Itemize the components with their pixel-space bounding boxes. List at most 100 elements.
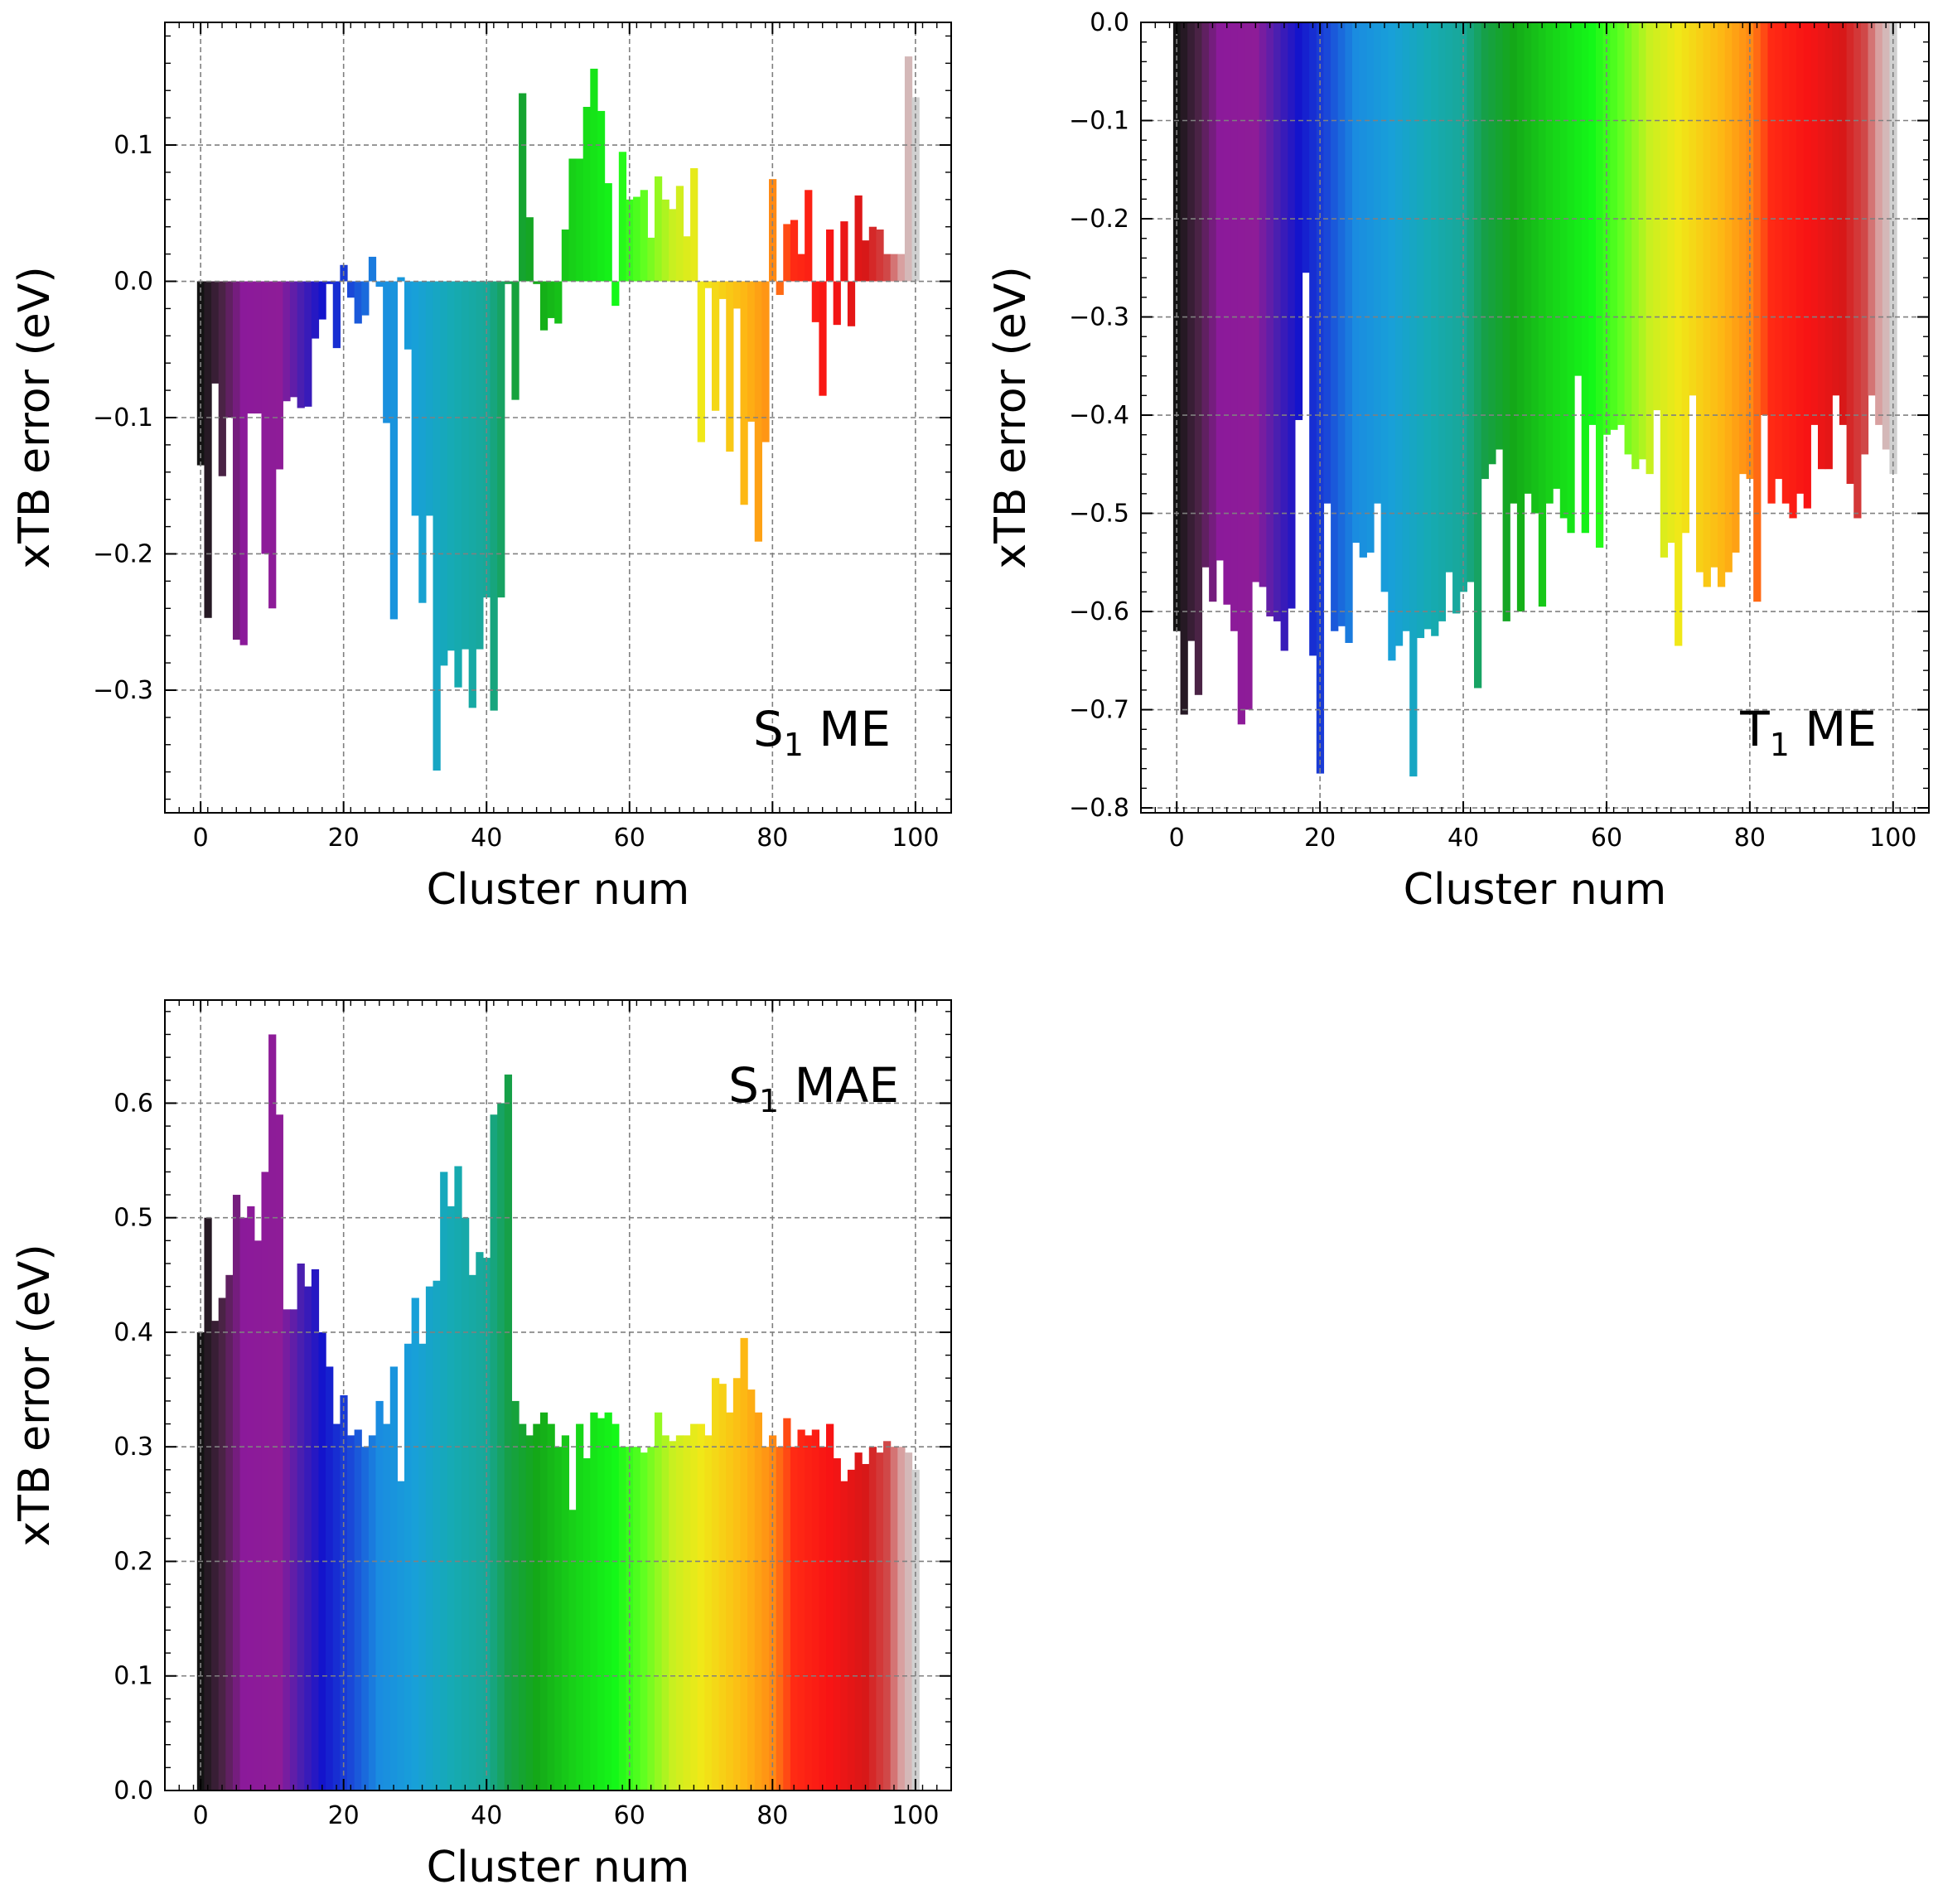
y-tick-label-7: −0.1 [1069, 107, 1129, 136]
x-axis-label: Cluster num [427, 865, 690, 915]
bar-44 [1488, 22, 1496, 465]
bar-68 [683, 1435, 691, 1790]
bar-84 [797, 254, 805, 282]
bar-51 [561, 1435, 570, 1790]
bar-71 [1681, 22, 1689, 534]
bar-21 [347, 1435, 355, 1790]
bar-96 [1860, 22, 1869, 455]
bar-37 [1438, 22, 1447, 621]
bar-10 [268, 281, 277, 609]
y-tick-label-2: 0.2 [114, 1547, 153, 1576]
bar-73 [718, 281, 727, 299]
x-tick-label-80: 80 [756, 1801, 788, 1830]
bar-74 [1703, 22, 1711, 587]
bar-76 [740, 1337, 748, 1790]
bar-6 [239, 281, 248, 645]
bar-54 [1559, 22, 1568, 519]
bar-5 [1209, 22, 1217, 602]
labels-s1-me: Cluster num xTB error (eV) S1 ME [10, 266, 891, 915]
bar-2 [211, 1321, 220, 1790]
y-tick-label-5: −0.3 [1069, 303, 1129, 332]
bar-24 [1345, 22, 1353, 643]
bar-67 [675, 186, 684, 282]
bar-68 [1660, 22, 1669, 558]
bar-34 [440, 281, 448, 666]
bar-6 [1215, 22, 1225, 561]
bar-39 [476, 1252, 484, 1790]
bar-4 [225, 1274, 234, 1790]
bar-41 [490, 281, 498, 711]
bar-93 [862, 240, 870, 282]
bar-1 [204, 1217, 212, 1790]
bar-14 [297, 281, 305, 408]
bar-59 [618, 152, 627, 282]
bar-74 [726, 281, 734, 452]
bar-70 [697, 281, 705, 442]
panel-label: S1 ME [753, 701, 891, 763]
y-tick-label-4: 0.1 [114, 131, 153, 160]
bar-64 [654, 176, 663, 282]
bar-88 [826, 1423, 834, 1790]
bar-19 [332, 1423, 341, 1790]
ticks-t1-me: 0 20 40 60 80 100 −0.8 −0.7 −0.6 −0.5 −0.4 −0.3 −0.2… [1069, 8, 1930, 853]
bar-12 [283, 281, 291, 402]
bar-13 [1266, 22, 1274, 616]
x-tick-label-100: 100 [892, 1801, 939, 1830]
bar-17 [1294, 22, 1303, 420]
bar-2 [1187, 22, 1196, 641]
bar-16 [311, 1269, 320, 1790]
bar-85 [1781, 22, 1791, 504]
bar-33 [433, 281, 441, 771]
bar-88 [1803, 22, 1811, 509]
bar-58 [611, 281, 620, 307]
bar-94 [868, 226, 877, 282]
bar-18 [326, 281, 334, 284]
x-tick-label-60: 60 [614, 1801, 645, 1830]
bar-38 [1445, 22, 1453, 573]
bar-70 [1675, 22, 1683, 646]
bar-79 [761, 1447, 770, 1790]
y-tick-label-3: 0.3 [114, 1433, 153, 1462]
bar-65 [661, 1435, 669, 1790]
bar-81 [776, 281, 784, 295]
bar-32 [425, 281, 434, 516]
bar-21 [347, 281, 355, 298]
bar-71 [704, 1435, 713, 1790]
bar-35 [447, 281, 456, 651]
panel-label: T1 ME [1739, 701, 1877, 763]
bar-89 [1810, 22, 1819, 425]
bar-57 [1581, 22, 1589, 534]
bar-49 [547, 1423, 555, 1790]
bar-71 [704, 281, 713, 288]
bar-54 [582, 106, 591, 282]
bar-42 [497, 281, 505, 598]
bar-36 [454, 281, 462, 688]
bar-4 [1201, 22, 1210, 568]
bar-7 [247, 1206, 255, 1790]
x-tick-label-100: 100 [892, 824, 939, 853]
bar-76 [740, 281, 748, 505]
bar-26 [383, 1423, 391, 1790]
bar-67 [1653, 22, 1661, 411]
bar-69 [1667, 22, 1675, 544]
y-tick-label-2: −0.6 [1069, 597, 1129, 626]
bar-47 [533, 1423, 541, 1790]
bar-52 [568, 158, 577, 282]
y-tick-label-0: 0.0 [114, 1776, 153, 1805]
bar-78 [754, 1412, 762, 1790]
bar-72 [711, 281, 720, 411]
bar-85 [805, 1435, 813, 1790]
bar-5 [232, 1195, 241, 1790]
bar-8 [254, 281, 263, 414]
bar-75 [732, 1378, 742, 1790]
y-axis-label: xTB error (eV) [986, 266, 1036, 568]
y-tick-label-0: −0.3 [93, 676, 153, 705]
bar-16 [1288, 22, 1296, 609]
bar-77 [747, 1389, 756, 1790]
bar-4 [225, 281, 234, 418]
bar-57 [604, 183, 612, 282]
bar-93 [1839, 22, 1848, 425]
bar-7 [1223, 22, 1231, 605]
bar-52 [568, 1510, 577, 1790]
bar-3 [218, 281, 226, 476]
